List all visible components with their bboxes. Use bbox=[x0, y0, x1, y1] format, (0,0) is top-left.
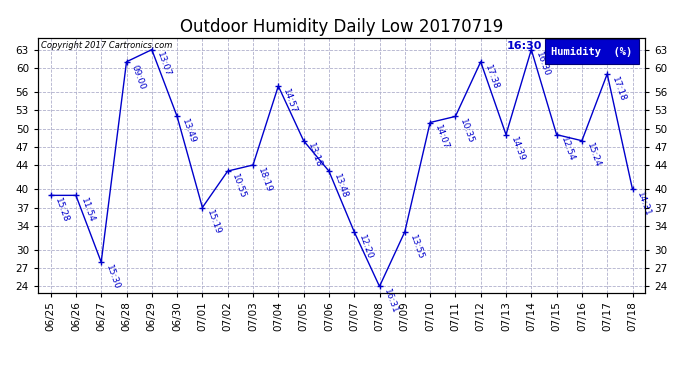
Title: Outdoor Humidity Daily Low 20170719: Outdoor Humidity Daily Low 20170719 bbox=[180, 18, 503, 36]
Text: 11:54: 11:54 bbox=[79, 197, 96, 224]
Text: 16:30: 16:30 bbox=[506, 41, 542, 51]
FancyBboxPatch shape bbox=[545, 39, 639, 64]
Text: 13:48: 13:48 bbox=[332, 172, 349, 200]
Text: 14:31: 14:31 bbox=[635, 190, 653, 218]
Text: 10:55: 10:55 bbox=[230, 172, 248, 200]
Text: 18:19: 18:19 bbox=[256, 166, 273, 194]
Text: 15:30: 15:30 bbox=[104, 264, 121, 291]
Text: 15:24: 15:24 bbox=[584, 142, 602, 169]
Text: 12:54: 12:54 bbox=[560, 136, 577, 163]
Text: 14:07: 14:07 bbox=[433, 124, 450, 151]
Text: 10:35: 10:35 bbox=[458, 118, 475, 145]
Text: 14:57: 14:57 bbox=[281, 87, 298, 115]
Text: 13:49: 13:49 bbox=[180, 118, 197, 145]
Text: 16:30: 16:30 bbox=[534, 51, 551, 78]
Text: 13:18: 13:18 bbox=[306, 142, 324, 170]
Text: 13:07: 13:07 bbox=[155, 51, 172, 78]
Text: 16:31: 16:31 bbox=[382, 288, 400, 315]
Text: 13:55: 13:55 bbox=[408, 233, 425, 261]
Text: Copyright 2017 Cartronics.com: Copyright 2017 Cartronics.com bbox=[41, 41, 172, 50]
Text: 12:20: 12:20 bbox=[357, 233, 374, 260]
Text: 17:38: 17:38 bbox=[484, 63, 501, 91]
Text: Humidity  (%): Humidity (%) bbox=[551, 46, 633, 57]
Text: 15:19: 15:19 bbox=[205, 209, 222, 236]
Text: 14:39: 14:39 bbox=[509, 136, 526, 163]
Text: 17:18: 17:18 bbox=[610, 75, 627, 103]
Text: 09:00: 09:00 bbox=[129, 63, 146, 91]
Text: 15:28: 15:28 bbox=[53, 197, 70, 224]
